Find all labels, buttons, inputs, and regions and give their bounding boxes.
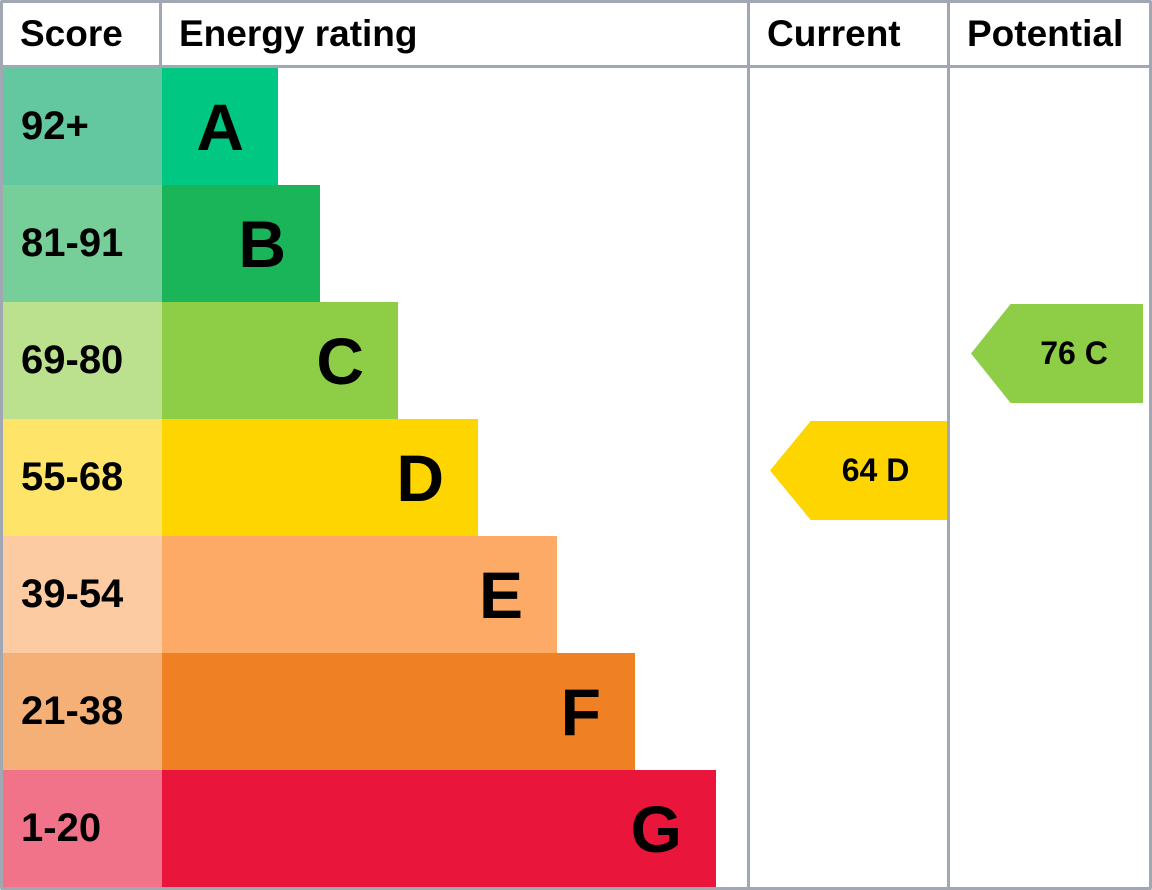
potential-cell-g	[950, 770, 1149, 887]
energy-rating-bar-b: B	[162, 185, 320, 302]
score-cell-f: 21-38	[3, 653, 162, 770]
energy-rating-letter: D	[396, 440, 444, 515]
current-rating-arrow: 64 D	[770, 421, 947, 520]
score-range-label: 92+	[21, 104, 89, 148]
potential-cell-e	[950, 536, 1149, 653]
energy-rating-bar-cell-g: G	[162, 770, 750, 887]
potential-rating-label: 76 C	[1040, 335, 1108, 371]
score-range-label: 81-91	[21, 221, 124, 265]
energy-rating-bar-e: E	[162, 536, 557, 653]
energy-rating-letter: A	[196, 89, 244, 164]
score-range-label: 39-54	[21, 572, 124, 616]
score-cell-g: 1-20	[3, 770, 162, 887]
potential-rating-arrow: 76 C	[971, 304, 1143, 403]
potential-cell-d	[950, 419, 1149, 536]
score-cell-c: 69-80	[3, 302, 162, 419]
header-current: Current	[750, 3, 950, 68]
energy-rating-bar-cell-e: E	[162, 536, 750, 653]
energy-rating-bar-f: F	[162, 653, 635, 770]
current-rating-label: 64 D	[841, 452, 910, 488]
score-cell-d: 55-68	[3, 419, 162, 536]
score-range-label: 55-68	[21, 455, 124, 499]
current-cell-c	[750, 302, 950, 419]
current-cell-e	[750, 536, 950, 653]
score-range-label: 69-80	[21, 338, 124, 382]
score-cell-a: 92+	[3, 68, 162, 185]
energy-rating-bar-c: C	[162, 302, 398, 419]
current-cell-g	[750, 770, 950, 887]
header-current-label: Current	[767, 13, 901, 54]
energy-rating-bar-cell-b: B	[162, 185, 750, 302]
energy-rating-bar-cell-a: A	[162, 68, 750, 185]
potential-cell-f	[950, 653, 1149, 770]
header-score: Score	[3, 3, 162, 68]
potential-cell-a	[950, 68, 1149, 185]
score-range-label: 21-38	[21, 689, 124, 733]
energy-rating-bar-g: G	[162, 770, 716, 887]
header-potential: Potential	[950, 3, 1149, 68]
energy-rating-bar-cell-d: D	[162, 419, 750, 536]
header-potential-label: Potential	[967, 13, 1124, 54]
energy-rating-bar-cell-f: F	[162, 653, 750, 770]
energy-rating-letter: E	[478, 557, 523, 632]
header-energy-rating-label: Energy rating	[179, 13, 418, 54]
energy-rating-bar-d: D	[162, 419, 478, 536]
header-energy-rating: Energy rating	[162, 3, 750, 68]
current-cell-a	[750, 68, 950, 185]
header-score-label: Score	[20, 13, 123, 54]
energy-rating-bar-a: A	[162, 68, 278, 185]
score-cell-e: 39-54	[3, 536, 162, 653]
current-cell-f	[750, 653, 950, 770]
current-cell-d: 64 D	[750, 419, 950, 536]
energy-rating-letter: F	[560, 674, 601, 749]
potential-cell-c: 76 C	[950, 302, 1149, 419]
energy-rating-letter: B	[238, 206, 286, 281]
energy-rating-letter: G	[630, 791, 682, 866]
score-range-label: 1-20	[21, 806, 102, 850]
current-cell-b	[750, 185, 950, 302]
energy-rating-bar-cell-c: C	[162, 302, 750, 419]
energy-rating-letter: C	[316, 323, 364, 398]
potential-cell-b	[950, 185, 1149, 302]
score-cell-b: 81-91	[3, 185, 162, 302]
